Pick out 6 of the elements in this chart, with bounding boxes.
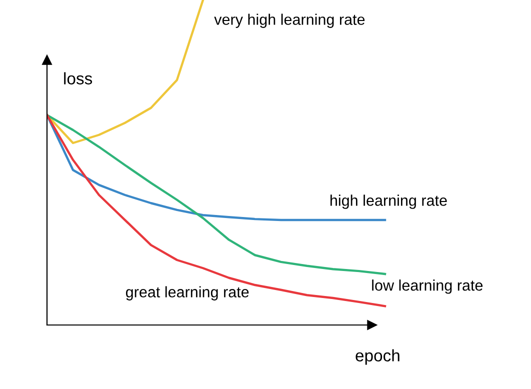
series-label: low learning rate xyxy=(372,280,483,294)
series-label: high learning rate xyxy=(330,194,447,209)
x-axis-title: epoch xyxy=(356,349,400,365)
y-axis-title: loss xyxy=(64,72,92,84)
series-label: great learning rate xyxy=(126,286,249,300)
series-label: very high learning rate xyxy=(214,14,365,28)
